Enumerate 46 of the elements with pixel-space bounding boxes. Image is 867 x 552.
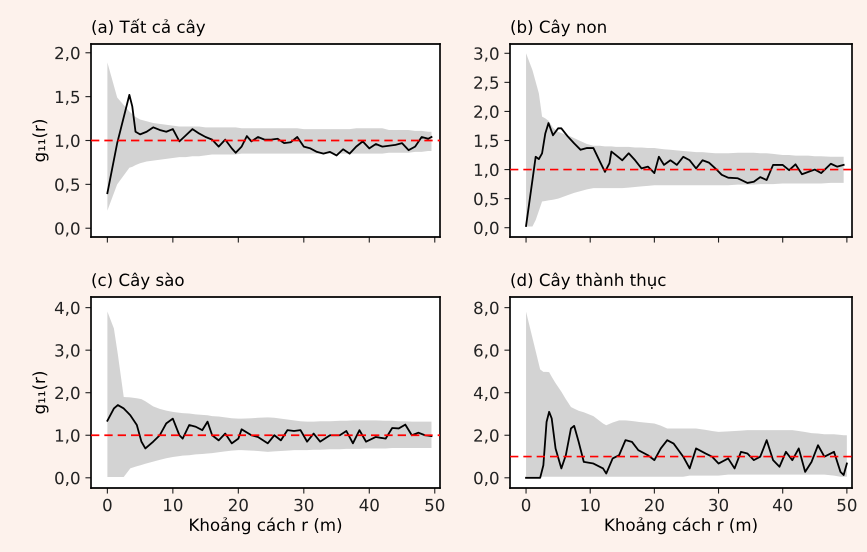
y-tick-label: 2,0 xyxy=(474,105,498,120)
y-tick-label: 0,0 xyxy=(474,472,498,486)
line-series xyxy=(525,122,845,227)
line-series xyxy=(525,410,848,479)
x-tick-label: 0 xyxy=(522,498,530,512)
y-tick-label: 1,5 xyxy=(56,90,80,105)
chart-title: (a) Tất cả cây xyxy=(92,18,206,36)
y-tick-label: 1,0 xyxy=(56,134,80,149)
x-axis-title: Khoảng cách r (m) xyxy=(606,517,757,534)
y-tick-label: 2,0 xyxy=(474,429,498,444)
y-axis-title: g₁₁(r) xyxy=(32,120,49,162)
x-tick-label: 10 xyxy=(164,498,182,512)
y-tick-label: 0,0 xyxy=(55,222,80,236)
y-tick-label: 1,0 xyxy=(474,164,498,178)
y-tick-label: 2,5 xyxy=(474,76,498,91)
y-tick-label: 0,0 xyxy=(55,472,80,486)
y-tick-label: 2,0 xyxy=(55,386,80,401)
x-tick-label: 40 xyxy=(772,498,792,512)
y-tick-label: 3,0 xyxy=(474,47,498,62)
x-tick-label: 50 xyxy=(425,498,444,512)
y-tick-label: 0,5 xyxy=(474,192,498,207)
y-tick-label: 2,0 xyxy=(55,46,80,62)
x-tick-label: 40 xyxy=(359,498,379,512)
line-series xyxy=(106,404,432,450)
x-tick-label: 20 xyxy=(644,498,664,512)
y-tick-label: 8,0 xyxy=(474,302,498,316)
y-tick-label: 1,0 xyxy=(56,429,80,444)
y-tick-label: 1,5 xyxy=(474,134,498,149)
y-tick-label: 3,0 xyxy=(55,344,80,358)
y-tick-label: 4,0 xyxy=(474,386,498,401)
chart-title: (b) Cây non xyxy=(511,19,606,36)
y-axis-title: g₁₁(r) xyxy=(32,372,49,414)
y-tick-label: 4,0 xyxy=(54,302,80,316)
y-tick-label: 0,0 xyxy=(474,222,498,236)
chart-title: (d) Cây thành thục xyxy=(511,272,666,290)
chart-title: (c) Cây sào xyxy=(92,272,184,290)
y-tick-label: 6,0 xyxy=(474,344,498,358)
line-series xyxy=(106,94,432,194)
x-tick-label: 10 xyxy=(581,498,600,512)
x-tick-label: 20 xyxy=(228,498,248,512)
y-tick-label: 0,5 xyxy=(55,178,80,193)
x-axis-title: Khoảng cách r (m) xyxy=(190,517,342,534)
x-tick-label: 0 xyxy=(103,498,112,512)
x-tick-label: 30 xyxy=(294,498,314,512)
x-tick-label: 50 xyxy=(838,498,856,512)
x-tick-label: 30 xyxy=(709,498,728,512)
